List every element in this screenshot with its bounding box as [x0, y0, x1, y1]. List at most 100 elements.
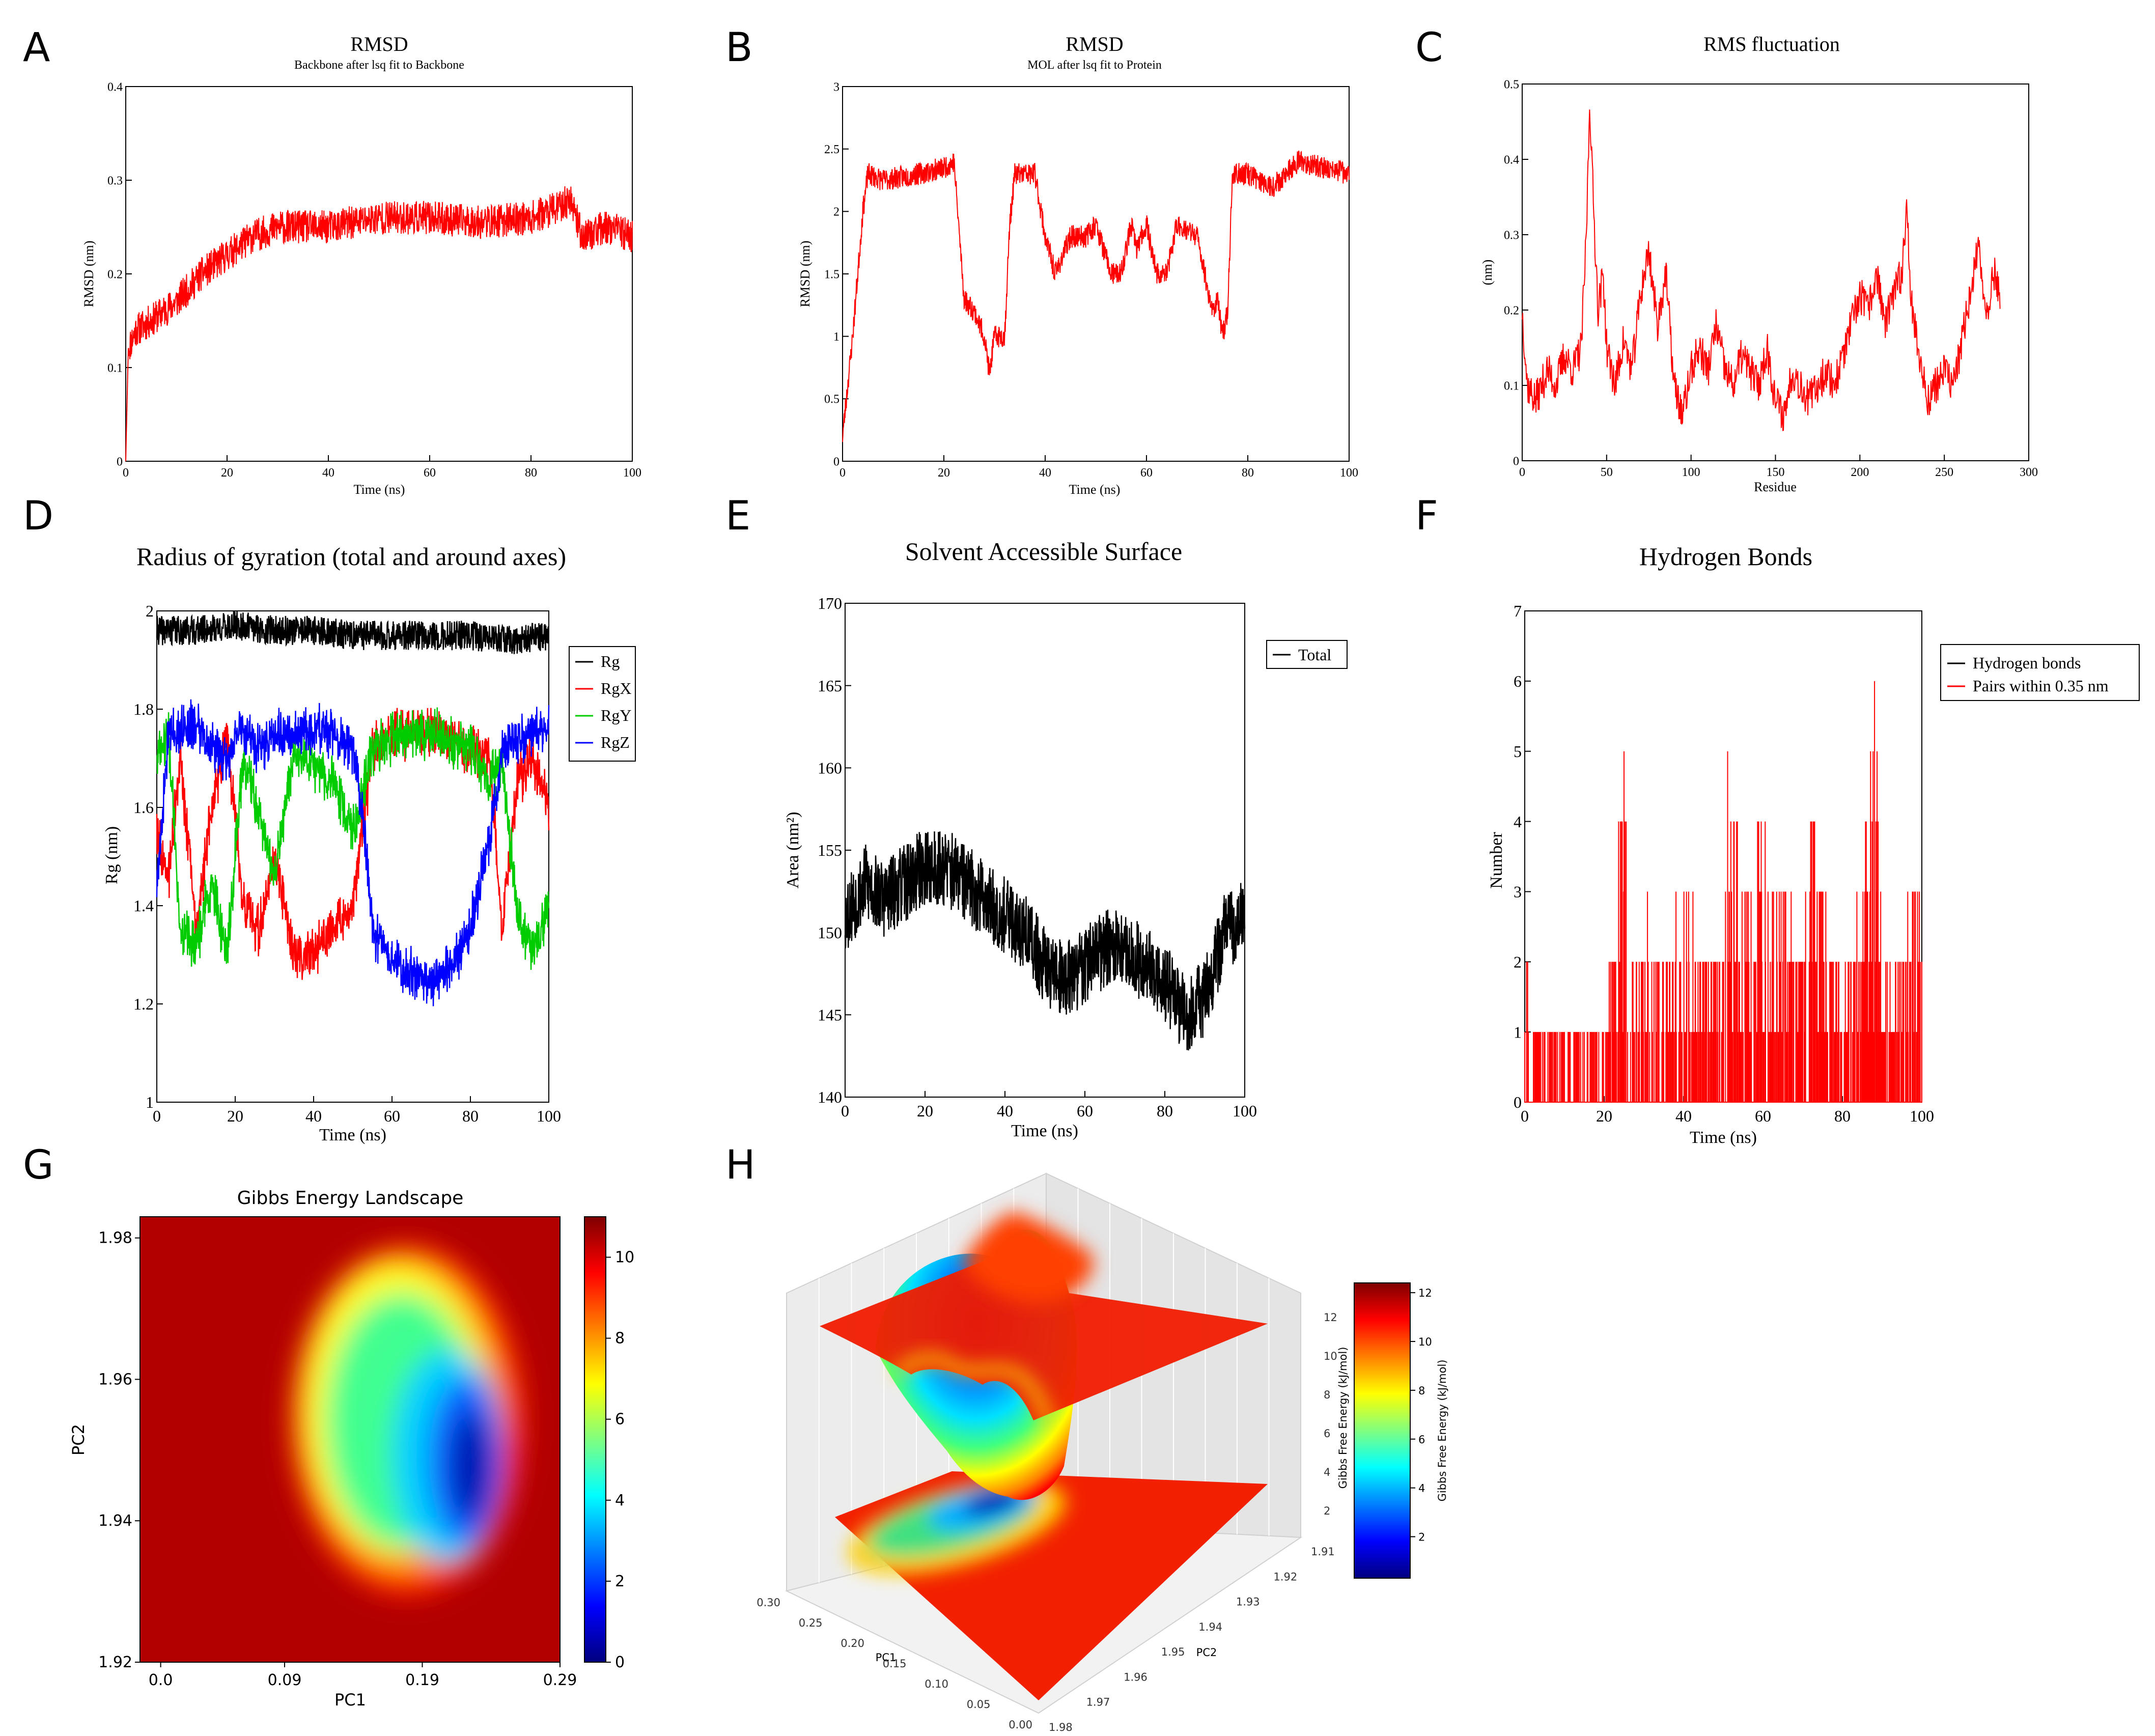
panel-f-legend-box — [1940, 644, 2140, 701]
panel-e-xtick-label-3: 60 — [1077, 1102, 1093, 1120]
panel-b-ytick-label-3: 1.5 — [824, 268, 839, 281]
panel-e-xlabel: Time (ns) — [1011, 1122, 1078, 1140]
panel-h-pc1-tick-0: 0.30 — [757, 1597, 780, 1609]
panel-f-ytick-label-1: 1 — [1514, 1023, 1522, 1041]
panel-e-ytick-label-3: 155 — [818, 841, 842, 859]
panel-c-xtick-label-5: 250 — [1935, 466, 1953, 479]
panel-h-z-tick-2: 6 — [1324, 1427, 1330, 1440]
panel-c: RMS fluctuation 0 50 100 150 200 250 300 0 0.1 0.… — [1480, 33, 2038, 494]
panel-g-ytick-label-3: 1.98 — [98, 1229, 132, 1247]
panel-g-cbar-tick-label-2: 4 — [615, 1492, 625, 1509]
panel-d-legend-label-rgx: RgX — [601, 679, 631, 697]
panel-h-z-tick-0: 2 — [1324, 1505, 1330, 1517]
panel-e-xtick-label-1: 20 — [917, 1102, 933, 1120]
panel-g-xtick-label-3: 0.29 — [543, 1671, 577, 1689]
panel-b-xtick-label-1: 20 — [938, 466, 950, 480]
panel-d-series-rg — [156, 611, 550, 654]
panel-c-series-rmsf — [1522, 109, 2001, 431]
panel-a-ytick-label-4: 0.4 — [107, 80, 123, 94]
panel-h-cbar-tick-label-4: 10 — [1418, 1336, 1432, 1348]
panel-h-surface-plateau — [820, 1236, 1268, 1420]
panel-g-ytick-label-0: 1.92 — [98, 1654, 132, 1671]
panel-c-xlabel: Residue — [1754, 480, 1797, 494]
panel-letters: A B C D E F G H — [23, 25, 1443, 1188]
panel-d-xtick-label-5: 100 — [537, 1107, 561, 1125]
panel-letter-a: A — [23, 25, 50, 71]
panel-a-xtick-label-1: 20 — [221, 466, 233, 480]
panel-g-heatmap — [140, 1217, 560, 1662]
panel-h-pc2-tick-3: 1.94 — [1198, 1621, 1222, 1633]
panel-a-xlabel: Time (ns) — [354, 482, 405, 497]
panel-h-floor-contour — [835, 1471, 1268, 1700]
panel-h-cbar-tick-label-2: 6 — [1418, 1434, 1425, 1446]
panel-f-ytick-label-7: 7 — [1514, 602, 1522, 620]
panel-g-ytick-label-1: 1.94 — [98, 1512, 132, 1530]
panel-g-cbar-tick-label-4: 8 — [615, 1330, 625, 1348]
panel-a-ylabel: RMSD (nm) — [81, 241, 96, 307]
panel-f-xtick-label-1: 20 — [1596, 1107, 1612, 1125]
panel-a-ytick-label-0: 0 — [117, 455, 123, 468]
panel-e-ytick-label-6: 170 — [818, 594, 842, 612]
panel-f-xtick-label-4: 80 — [1834, 1107, 1851, 1125]
panel-d-xtick-label-4: 80 — [462, 1107, 479, 1125]
panel-a-xtick-label-5: 100 — [623, 466, 641, 480]
panel-h-pc1-tick-1: 0.25 — [799, 1617, 823, 1629]
panel-e-ytick-label-4: 160 — [818, 759, 842, 777]
panel-e-ytick-label-5: 165 — [818, 677, 842, 695]
panel-c-xtick-label-6: 300 — [2020, 466, 2038, 479]
panel-f-ytick-label-2: 2 — [1514, 953, 1522, 971]
panel-e-legend-label-total: Total — [1298, 646, 1331, 664]
panel-b-subtitle: MOL after lsq fit to Protein — [1027, 59, 1162, 72]
panel-a-xtick-label-4: 80 — [525, 466, 537, 480]
panel-h-surface-peak — [962, 1212, 1094, 1303]
panel-f: Hydrogen Bonds 0 20 40 60 80 100 0 1 2 3 4 5 6 7 Hydr… — [1487, 542, 2140, 1147]
panel-c-ytick-label-1: 0.1 — [1504, 379, 1519, 393]
panel-f-legend-label-pairs: Pairs within 0.35 nm — [1973, 677, 2109, 695]
panel-e-ytick-label-2: 150 — [818, 923, 842, 942]
panel-letter-f: F — [1415, 493, 1438, 539]
panel-c-xtick-label-0: 0 — [1519, 466, 1525, 479]
panel-e-xtick-label-5: 100 — [1233, 1102, 1257, 1120]
panel-h-axis-ticks: 0.30 0.25 0.20 0.15 0.10 0.05 0.00 1.91 1.92 1.93… — [757, 1311, 1337, 1733]
panel-h-pc2-tick-4: 1.95 — [1161, 1646, 1185, 1658]
panel-g-cbar-tick-label-5: 10 — [615, 1249, 634, 1267]
panel-b-ytick-label-0: 0 — [833, 455, 839, 468]
panel-g-ticks: 0.0 0.09 0.19 0.29 1.92 1.94 1.96 1.98 — [98, 1229, 577, 1689]
panel-f-legend: Hydrogen bonds Pairs within 0.35 nm — [1940, 644, 2140, 701]
panel-a-series-rmsd — [125, 186, 633, 462]
panel-b-xtick-label-3: 60 — [1140, 466, 1153, 480]
panel-c-xtick-label-3: 150 — [1767, 466, 1785, 479]
panel-d-xtick-label-1: 20 — [227, 1107, 243, 1125]
panel-b-ytick-label-5: 2.5 — [824, 143, 839, 156]
panel-d-xtick-label-3: 60 — [384, 1107, 400, 1125]
panel-a-subtitle: Backbone after lsq fit to Backbone — [294, 59, 464, 72]
panel-g-xtick-label-1: 0.09 — [268, 1671, 302, 1689]
panel-h-pc2-tick-1: 1.92 — [1273, 1571, 1297, 1583]
panel-d-title: Radius of gyration (total and around axe… — [136, 542, 566, 571]
panel-b-ytick-label-2: 1 — [833, 330, 839, 344]
panel-b-ylabel: RMSD (nm) — [798, 241, 813, 307]
panel-a-ytick-label-3: 0.3 — [107, 174, 123, 187]
panel-f-xtick-label-5: 100 — [1910, 1107, 1934, 1125]
panel-h: 0.30 0.25 0.20 0.15 0.10 0.05 0.00 1.91 1.92 1.93… — [757, 1172, 1448, 1733]
panel-d-ylabel: Rg (nm) — [102, 826, 121, 884]
panel-d-xtick-label-0: 0 — [153, 1107, 161, 1125]
panel-d-ticks: 0 20 40 60 80 100 1 1.2 1.4 1.6 1.8 2 — [133, 602, 561, 1125]
panel-d-legend-label-rgy: RgY — [601, 706, 631, 724]
panel-g-cbar-tick-label-1: 2 — [615, 1573, 625, 1590]
panel-f-ytick-label-4: 4 — [1514, 813, 1522, 831]
panel-f-xtick-label-2: 40 — [1675, 1107, 1692, 1125]
panel-letter-h: H — [725, 1142, 755, 1188]
panel-h-z-tick-1: 4 — [1324, 1466, 1330, 1478]
panel-c-ytick-label-4: 0.4 — [1504, 153, 1519, 166]
panel-letter-b: B — [725, 25, 753, 71]
panel-f-xtick-label-0: 0 — [1521, 1107, 1529, 1125]
panel-b-series-rmsd — [842, 150, 1350, 442]
panel-f-ylabel: Number — [1487, 832, 1506, 889]
panel-b-frame — [842, 86, 1350, 462]
panel-h-pc1-tick-2: 0.20 — [841, 1637, 864, 1649]
panel-e-ytick-label-0: 140 — [818, 1088, 842, 1106]
panel-h-pc1-tick-4: 0.10 — [925, 1678, 948, 1690]
panel-e-legend: Total — [1266, 640, 1348, 669]
panel-g-colorbar — [584, 1216, 606, 1663]
